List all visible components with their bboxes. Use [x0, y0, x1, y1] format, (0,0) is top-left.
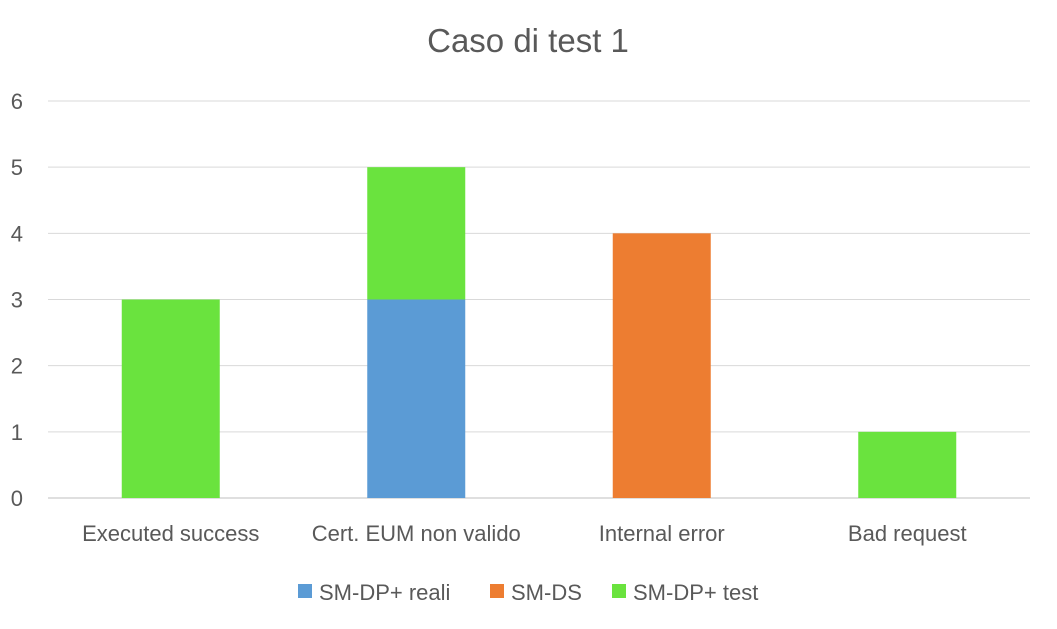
x-category-label: Bad request [848, 521, 967, 546]
bar-segment [612, 233, 711, 499]
legend-swatch [612, 584, 626, 598]
x-category-label: Internal error [599, 521, 725, 546]
legend-label: SM-DP+ test [633, 580, 758, 605]
legend: SM-DP+ reali SM-DS SM-DP+ test [298, 580, 758, 605]
y-tick-label: 4 [11, 221, 23, 246]
y-axis-ticks: 0 1 2 3 4 5 6 [11, 89, 23, 511]
y-tick-label: 2 [11, 354, 23, 379]
y-tick-label: 1 [11, 420, 23, 445]
bars [121, 167, 957, 499]
y-tick-label: 3 [11, 288, 23, 313]
bar-segment [121, 299, 220, 498]
legend-swatch [490, 584, 504, 598]
chart-title: Caso di test 1 [427, 22, 629, 59]
legend-swatch [298, 584, 312, 598]
x-category-label: Cert. EUM non valido [312, 521, 521, 546]
bar-segment [367, 167, 466, 300]
bar-segment [367, 299, 466, 498]
y-tick-label: 0 [11, 486, 23, 511]
x-axis-labels: Executed success Cert. EUM non valido Inte… [82, 521, 966, 546]
y-tick-label: 5 [11, 155, 23, 180]
y-tick-label: 6 [11, 89, 23, 114]
bar-segment [858, 431, 957, 498]
x-category-label: Executed success [82, 521, 259, 546]
legend-label: SM-DS [511, 580, 582, 605]
legend-label: SM-DP+ reali [319, 580, 450, 605]
